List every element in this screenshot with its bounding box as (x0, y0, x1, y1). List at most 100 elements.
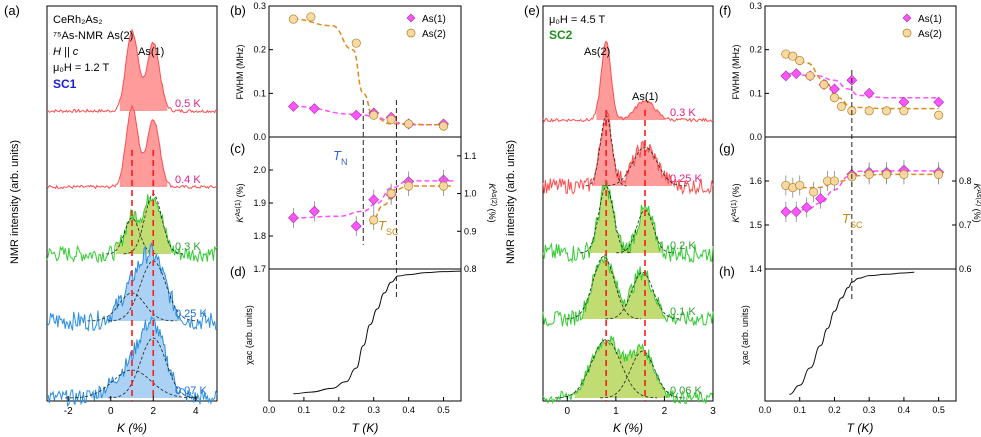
spectrum-fill (104, 243, 181, 321)
data-point-as2 (404, 119, 414, 129)
data-point-as1 (815, 193, 826, 205)
x-tick-label: 0 (108, 406, 114, 417)
spectrum-line (542, 335, 714, 405)
y-tick-label: 1.5 (749, 220, 762, 230)
data-point-as2 (934, 110, 944, 120)
field-direction: H || c (53, 46, 79, 58)
x-tick-label: -2 (64, 406, 73, 417)
data-point-as2 (438, 121, 449, 131)
fit-curve (785, 173, 939, 189)
spectrum-line (46, 104, 217, 190)
temperature-plots: 0.0 0.1 0.2 0.3 1.7 1.8 1.9 2.0 0.8 0.9 1.0 1.1 0.0 0… (253, 1, 971, 415)
data-point-as1 (288, 101, 299, 112)
x-tick-label: 0.0 (759, 405, 772, 415)
data-point-as2 (809, 187, 819, 197)
data-point-as2 (369, 110, 379, 120)
data-point-as1 (790, 206, 802, 218)
panel-d-frame (268, 268, 462, 402)
temperature-label: 0.25 K (175, 308, 207, 320)
kas2-ylabel-g: KAs(2) (%) (972, 183, 981, 222)
data-point-as2 (438, 181, 449, 191)
x-tick-label: 0.5 (437, 405, 450, 415)
panel-label-h: (h) (719, 264, 735, 279)
data-point-as2 (288, 14, 298, 24)
chi-ylabel-d: χac (arb. units) (244, 305, 254, 365)
temperature-label: 0.1 K (670, 306, 696, 318)
spectrum-line (542, 40, 714, 123)
spectrum-fill (574, 335, 670, 398)
sample-name: CeRh₂As₂ (53, 14, 103, 26)
y-tick-label: 0.3 (749, 1, 762, 11)
fwhm-ylabel-b: FWHM (MHz) (235, 45, 245, 100)
fwhm-ylabel-f: FWHM (MHz) (731, 45, 741, 100)
data-point-as1 (801, 201, 813, 213)
spectrum-fill (90, 317, 181, 398)
nmr-ylabel-e: NMR intensity (arb. units) (505, 140, 517, 264)
panel-h-frame (764, 268, 957, 402)
data-point-as2 (899, 106, 909, 116)
legend-f-as1-label: As(1) (918, 14, 942, 25)
spectrum-fit (566, 256, 642, 320)
y-tick-label: 1.8 (253, 231, 266, 241)
y-tick-label: 0.2 (253, 45, 266, 55)
panel-e-xticks: 0 1 2 3 (565, 396, 716, 417)
y-tick-label: 0.3 (253, 1, 266, 11)
spectrum-fit (555, 339, 658, 399)
kas1-ylabel-c: KAs(1) (%) (235, 183, 246, 222)
x-tick-label: 0.4 (898, 405, 911, 415)
y-tick-label: 0.8 (464, 264, 477, 274)
peak-label-as2-a: As(2) (107, 30, 133, 42)
x-tick-label: 0.2 (333, 405, 346, 415)
data-point-as1 (780, 206, 792, 218)
x-tick-label: 0.4 (402, 405, 415, 415)
panel-label-a: (a) (4, 3, 20, 18)
panel-e-frame (542, 5, 714, 402)
fit-curve (785, 53, 939, 110)
x-tick-label: 0.1 (298, 405, 311, 415)
x-tick-label: 0.3 (367, 405, 380, 415)
data-point-as1 (933, 96, 945, 108)
data-point-as1 (350, 220, 362, 232)
data-point-as2 (369, 215, 379, 225)
tsc-label-g: TSC (842, 211, 863, 230)
tsc-label-c: TSC (378, 218, 399, 237)
sample-label-sc1: SC1 (53, 77, 77, 91)
spectrum-fill (594, 112, 672, 186)
peak-label-as1-e: As(1) (632, 91, 658, 103)
data-point-as2 (899, 169, 909, 179)
peak-label-as2-e: As(2) (584, 46, 610, 58)
data-point-as2 (386, 114, 396, 125)
temperature-label: 0.06 K (670, 385, 702, 397)
data-point-as2 (805, 71, 815, 81)
data-point-as2 (881, 106, 892, 116)
data-point-as1 (863, 87, 875, 99)
data-point-as2 (829, 176, 840, 186)
x-tick-label: 0.2 (828, 405, 841, 415)
x-tick-label: 2 (150, 406, 156, 417)
spectrum-fit (600, 350, 686, 399)
kas1-ylabel-g: KAs(1) (%) (731, 183, 742, 222)
panel-label-b: (b) (230, 3, 246, 18)
temperature-label: 0.4 K (175, 174, 201, 186)
data-point-as2 (795, 56, 805, 66)
legend-b: As(1) As(2) (406, 13, 446, 40)
temperature-label: 0.3 K (175, 241, 201, 253)
x-tick-label: 2 (662, 406, 668, 417)
x-tick-label: 4 (193, 406, 199, 417)
x-tick-label: 0.3 (863, 405, 876, 415)
data-point-as2 (795, 180, 805, 190)
data-point-as1 (780, 70, 792, 82)
fit-curve (369, 185, 454, 225)
legend-f-as2-marker (902, 28, 912, 38)
data-point-as2 (864, 106, 874, 116)
data-point-as2 (881, 169, 892, 179)
spectrum-fill (119, 106, 168, 187)
y-tick-label: 0.6 (959, 264, 972, 274)
nmr-ylabel-a: NMR intensity (arb. units) (9, 140, 21, 264)
spectrum-fit (108, 337, 198, 399)
data-point-as2 (404, 181, 414, 191)
panel-a-spectra: 0.5 K 0.4 K 0.3 K 0.25 K 0.07 K (46, 28, 218, 408)
data-point-as1 (308, 103, 320, 115)
panel-c-frame (268, 136, 462, 270)
data-point-as1 (898, 96, 910, 108)
